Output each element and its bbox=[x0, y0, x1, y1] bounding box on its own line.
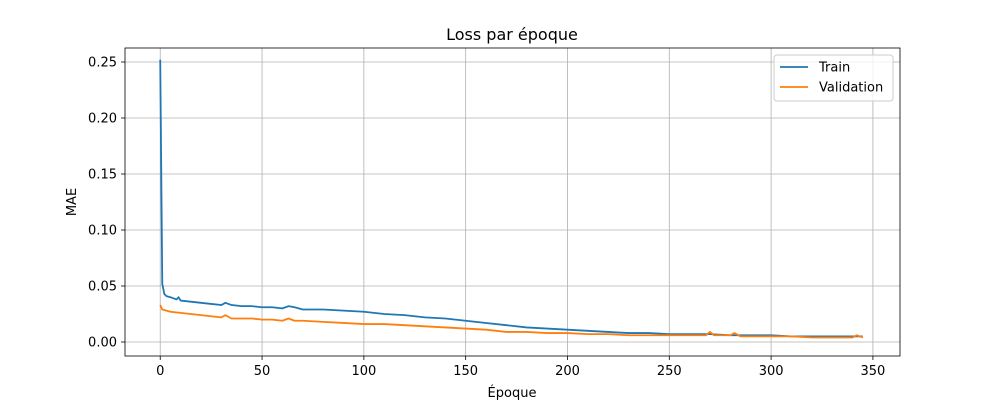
y-tick-label: 0.10 bbox=[88, 224, 117, 239]
x-tick-label: 200 bbox=[555, 364, 580, 379]
legend: Train Validation bbox=[773, 54, 894, 102]
x-tick-label: 100 bbox=[351, 364, 376, 379]
grid-lines bbox=[125, 48, 900, 356]
y-axis-label: MAE bbox=[65, 188, 80, 216]
x-tick-label: 300 bbox=[759, 364, 784, 379]
x-tick-label: 350 bbox=[861, 364, 886, 379]
y-tick-label: 0.00 bbox=[88, 336, 117, 351]
series-line-train bbox=[159, 59, 863, 338]
x-tick-label: 0 bbox=[156, 364, 164, 379]
series-layer bbox=[159, 59, 864, 339]
legend-label-validation: Validation bbox=[819, 81, 883, 96]
y-tick-label: 0.05 bbox=[88, 280, 117, 295]
x-tick-label: 50 bbox=[254, 364, 271, 379]
chart-title: Loss par époque bbox=[446, 25, 578, 44]
axis-ticks: 0 50 100 150 200 250 300 350 0.00 0.05 0.10 0.15 0.2… bbox=[88, 56, 885, 380]
y-tick-label: 0.25 bbox=[88, 56, 117, 71]
series-line-validation bbox=[159, 304, 864, 339]
x-axis-label: Époque bbox=[488, 385, 537, 400]
x-tick-label: 150 bbox=[453, 364, 478, 379]
legend-label-train: Train bbox=[818, 61, 850, 76]
x-tick-label: 250 bbox=[657, 364, 682, 379]
y-tick-label: 0.15 bbox=[88, 168, 117, 183]
plot-frame bbox=[124, 47, 901, 357]
y-tick-label: 0.20 bbox=[88, 112, 117, 127]
